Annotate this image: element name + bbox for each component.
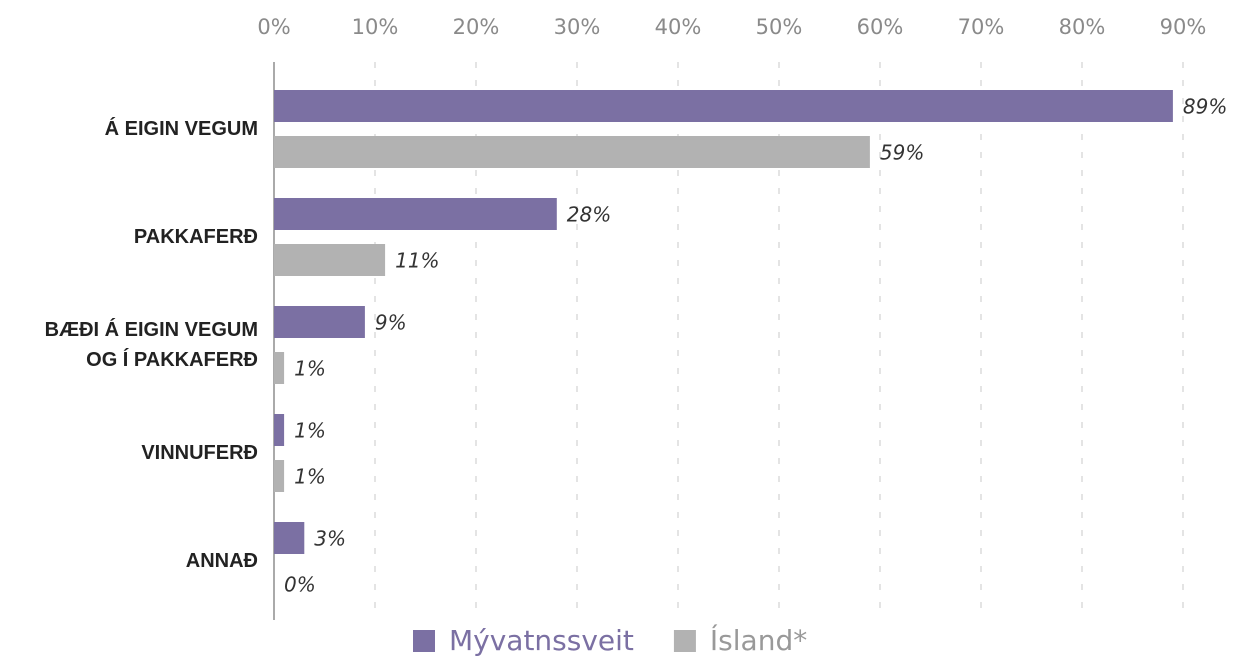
bar	[274, 136, 870, 168]
value-label: 0%	[284, 573, 316, 597]
legend-label: Mývatnssveit	[449, 624, 634, 657]
x-tick-label: 90%	[1160, 15, 1207, 39]
value-label: 11%	[395, 249, 439, 273]
legend-label: Ísland*	[710, 623, 807, 657]
value-label: 28%	[567, 203, 611, 227]
value-label: 1%	[294, 465, 326, 489]
bar	[274, 352, 285, 384]
category-label: VINNUFERÐ	[141, 442, 258, 464]
x-tick-label: 40%	[655, 15, 702, 39]
x-tick-label: 0%	[257, 15, 290, 39]
bar	[274, 198, 557, 230]
value-label: 1%	[294, 419, 326, 443]
legend-swatch	[413, 630, 435, 652]
value-label: 1%	[294, 357, 326, 381]
category-label: BÆÐI Á EIGIN VEGUM OG Í PAKKAFERÐ	[44, 319, 258, 371]
bar	[274, 522, 305, 554]
x-tick-label: 80%	[1059, 15, 1106, 39]
value-label: 89%	[1183, 95, 1227, 119]
x-tick-label: 50%	[756, 15, 803, 39]
bar	[274, 90, 1173, 122]
value-label: 9%	[375, 311, 407, 335]
category-label: Á EIGIN VEGUM	[104, 118, 258, 140]
x-tick-label: 70%	[958, 15, 1005, 39]
x-tick-label: 30%	[554, 15, 601, 39]
x-tick-label: 10%	[352, 15, 399, 39]
value-label: 3%	[314, 527, 346, 551]
category-label: PAKKAFERÐ	[133, 226, 258, 248]
value-label: 59%	[880, 141, 924, 165]
category-label: ANNAÐ	[185, 550, 258, 572]
bar	[274, 414, 285, 446]
bar	[274, 306, 365, 338]
bar	[274, 244, 386, 276]
legend-swatch	[673, 630, 696, 652]
x-tick-label: 20%	[453, 15, 500, 39]
x-tick-label: 60%	[857, 15, 904, 39]
bar	[274, 460, 285, 492]
